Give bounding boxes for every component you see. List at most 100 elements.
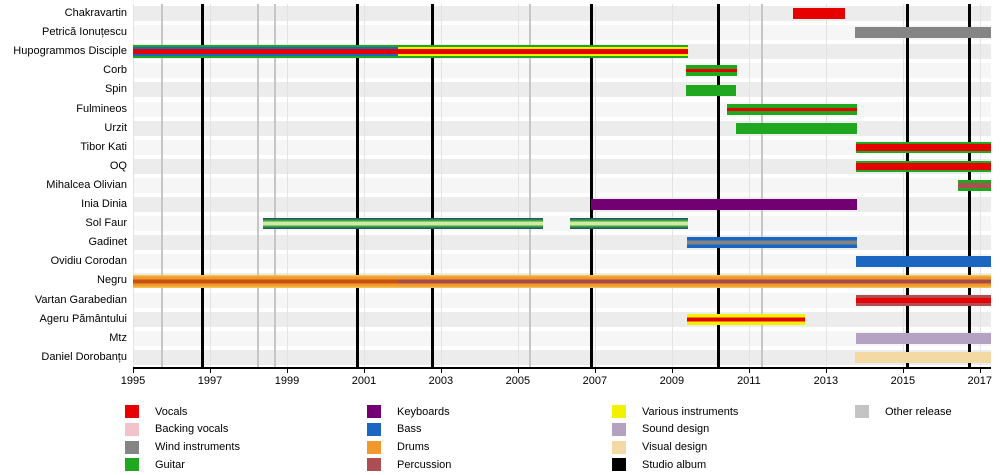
tenure-bar — [133, 45, 398, 59]
member-label: Vartan Garabedian — [34, 293, 127, 306]
x-axis-tick-label: 2009 — [659, 374, 685, 387]
row-background — [133, 216, 991, 232]
row-background — [133, 330, 991, 346]
legend-item: Wind instruments — [125, 440, 240, 454]
tenure-bar — [686, 313, 805, 325]
x-axis-tick-label: 1995 — [120, 374, 146, 387]
x-axis-tick-label: 2001 — [351, 374, 377, 387]
x-axis-tick-label: 2007 — [582, 374, 608, 387]
other-release-line — [528, 4, 531, 367]
legend-item: Backing vocals — [125, 422, 228, 436]
member-label: Chakravartin — [64, 7, 127, 19]
tenure-bar — [686, 237, 857, 249]
member-label: Mtz — [109, 331, 127, 344]
year-gridline — [210, 4, 211, 367]
legend-item: Studio album — [612, 458, 706, 472]
legend-item: Drums — [367, 440, 430, 454]
member-label: Inia Dinia — [81, 198, 127, 210]
x-axis-tick — [825, 368, 827, 373]
tenure-bar — [685, 84, 736, 96]
member-label: Gadinet — [88, 236, 127, 249]
x-axis-line — [133, 366, 991, 369]
x-axis-tick-label: 2013 — [813, 374, 839, 387]
member-label: Ageru Pământului — [39, 312, 127, 325]
member-label: Urzit — [104, 121, 127, 134]
x-axis-tick-label: 2003 — [428, 374, 454, 387]
legend-item: Vocals — [125, 405, 187, 418]
tenure-bar — [726, 103, 857, 115]
member-label: Spin — [104, 83, 127, 96]
year-gridline — [364, 4, 365, 367]
tenure-bar — [793, 8, 846, 20]
row-background — [133, 139, 991, 155]
member-label: Daniel Dorobanțu — [41, 350, 127, 363]
legend-label: Wind instruments — [155, 441, 240, 454]
legend-label: Drums — [397, 441, 430, 454]
x-axis-tick — [210, 368, 211, 373]
other-release-line — [257, 4, 260, 367]
member-label: Mihalcea Olivian — [46, 178, 127, 191]
x-axis-tick — [133, 368, 134, 373]
legend-label: Bass — [397, 423, 422, 436]
x-axis-tick-label: 2011 — [737, 374, 761, 387]
x-axis-tick — [748, 368, 750, 373]
member-label: Hupogrammos Disciple — [13, 45, 127, 58]
tenure-bar — [263, 218, 543, 230]
row-background — [133, 82, 991, 98]
legend-swatch-various — [612, 405, 626, 418]
tenure-bar — [591, 199, 858, 211]
tenure-bar — [855, 294, 991, 306]
year-gridline — [517, 4, 519, 367]
studio-album-line — [355, 4, 359, 367]
x-axis-tick — [979, 368, 981, 373]
row-background — [133, 25, 991, 41]
legend-item: Various instruments — [612, 405, 738, 418]
legend-label: Visual design — [642, 441, 708, 454]
x-axis-tick-label: 1999 — [274, 374, 300, 387]
row-background — [133, 254, 991, 270]
legend-swatch-visual — [612, 440, 626, 454]
legend-item: Sound design — [612, 422, 709, 436]
tenure-bar — [397, 45, 688, 59]
row-background — [133, 349, 991, 365]
legend-swatch-wind — [125, 440, 139, 454]
other-release-line — [160, 4, 163, 367]
member-label: Fulmineos — [76, 102, 127, 115]
x-axis-tick — [287, 368, 288, 373]
legend-item: Guitar — [125, 458, 185, 472]
legend-item: Bass — [367, 422, 422, 436]
legend-swatch-album — [612, 458, 626, 472]
row-background — [133, 120, 991, 136]
row-background — [133, 235, 991, 251]
legend-item: Keyboards — [367, 405, 450, 418]
x-axis-tick-label: 2017 — [967, 374, 993, 387]
other-release-line — [274, 4, 276, 367]
legend-label: Percussion — [397, 458, 452, 471]
legend-label: Vocals — [155, 405, 188, 418]
x-axis-tick-label: 2005 — [505, 374, 531, 387]
legend-label: Keyboards — [397, 405, 450, 418]
tenure-bar — [133, 274, 398, 288]
x-axis-tick-label: 1997 — [197, 374, 223, 387]
tenure-bar — [855, 332, 991, 344]
legend-item: Visual design — [612, 440, 708, 454]
x-axis-tick — [364, 368, 365, 373]
member-label: Sol Faur — [85, 217, 127, 230]
studio-album-line — [200, 4, 204, 367]
legend-swatch-backing — [125, 422, 139, 436]
member-label: OQ — [109, 159, 127, 172]
tenure-bar — [854, 351, 991, 363]
row-background — [133, 158, 991, 174]
studio-album-line — [716, 4, 720, 367]
x-axis-tick — [594, 368, 596, 373]
year-gridline — [440, 4, 442, 367]
legend-label: Other release — [885, 405, 952, 418]
row-background — [133, 63, 991, 79]
x-axis-tick-label: 2015 — [890, 374, 916, 387]
year-gridline — [594, 4, 596, 367]
row-background — [133, 101, 991, 117]
member-label: Corb — [103, 64, 127, 77]
legend-swatch-sound — [612, 422, 626, 436]
row-background — [133, 6, 991, 22]
